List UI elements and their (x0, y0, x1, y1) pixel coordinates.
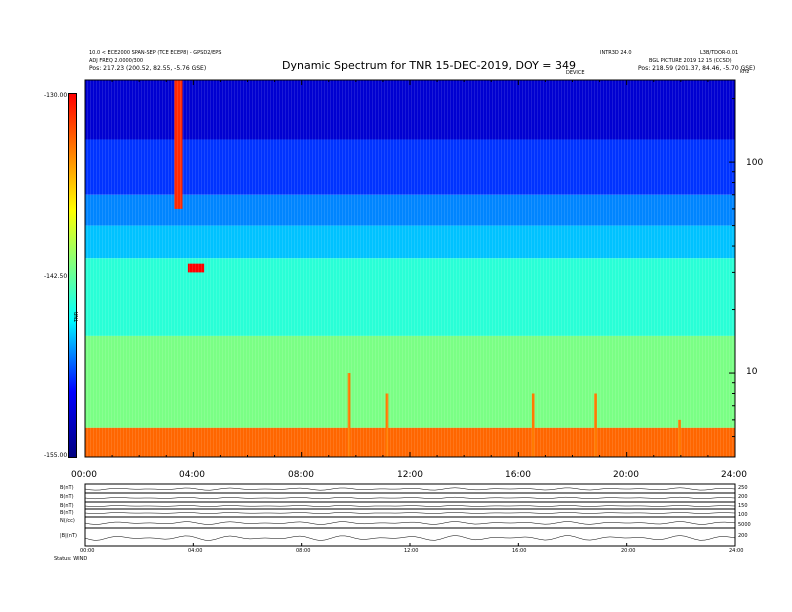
y-axis-unit: kHz (740, 69, 750, 75)
colorbar-tick-min: -155.00 (44, 452, 68, 459)
header-info-left-1: 10.0 < ECE2000 SPAN-SEP (TCE ECEP8) - GP… (89, 50, 222, 56)
panel-x-tick: 16:00 (512, 548, 527, 554)
x-tick-label: 16:00 (505, 470, 531, 480)
panel-label: B(nT) (60, 485, 74, 491)
panel-x-tick: 04:00 (188, 548, 203, 554)
panel-trace (84, 487, 736, 491)
x-tick-label: 08:00 (288, 470, 314, 480)
panel-x-tick: 24:00 (729, 548, 744, 554)
header-info-right-corner: L3B/TDOR-0.01 (700, 50, 739, 56)
y-tick-label: 10 (746, 367, 758, 377)
colorbar (68, 93, 77, 458)
panel-trace (84, 535, 736, 541)
panel-label: |B|(nT) (60, 533, 77, 539)
panel-right-tick: 200 (738, 494, 748, 500)
panel-right-tick: 200 (738, 533, 748, 539)
panel-x-tick: 00:00 (80, 548, 95, 554)
header-info-right-2: BGL PICTURE 2019 12 15 (CCSD) (649, 58, 732, 64)
panel-x-tick: 08:00 (296, 548, 311, 554)
x-tick-label: 04:00 (179, 470, 205, 480)
panel-label: B(nT) (60, 510, 74, 516)
header-info-right-3: Pos: 218.59 (201.37, 84.46, -5.70 GSE) (638, 65, 756, 72)
panel-trace (84, 521, 736, 525)
panel-right-tick: 150 (738, 503, 748, 509)
header-info-left-3: Pos: 217.23 (200.52, 82.55, -5.76 GSE) (89, 65, 207, 72)
panel-label: N(/cc) (60, 518, 75, 524)
header-info-right-1: INTR3D 24.0 (600, 50, 632, 56)
panel-trace (84, 505, 736, 507)
panel-x-tick: 12:00 (404, 548, 419, 554)
marker-label: DEVICE (566, 70, 585, 76)
panel-label: B(nT) (60, 494, 74, 500)
header-info-left-2: ADJ FREQ 2.0000/300 (89, 58, 144, 64)
colorbar-tick-mid: -142.50 (44, 273, 68, 280)
x-tick-label: 20:00 (613, 470, 639, 480)
panel-x-tick: 20:00 (621, 548, 636, 554)
panel-right-tick: 250 (738, 485, 748, 491)
panel-label: B(nT) (60, 503, 74, 509)
x-tick-label: 00:00 (71, 470, 97, 480)
x-tick-label: 12:00 (397, 470, 423, 480)
panel-trace (84, 512, 736, 514)
y-tick-label: 100 (746, 158, 764, 168)
colorbar-tick-max: -130.00 (44, 92, 68, 99)
panel-trace (84, 496, 736, 500)
status-footer: Status: WIND (54, 556, 88, 562)
panel-right-tick: 100 (738, 512, 748, 518)
panel-right-tick: 5000 (738, 522, 751, 528)
x-tick-label: 24:00 (721, 470, 747, 480)
chart-title: Dynamic Spectrum for TNR 15-DEC-2019, DO… (282, 59, 576, 72)
